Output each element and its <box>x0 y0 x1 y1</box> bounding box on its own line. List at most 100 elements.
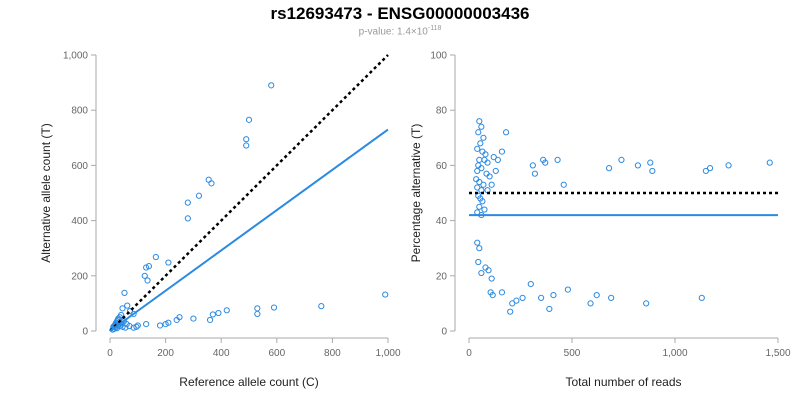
allele-count-plot-point <box>119 305 126 312</box>
percentage-plot-point <box>605 165 613 172</box>
allele-count-plot-point <box>122 324 129 331</box>
percentage-plot-point <box>706 165 714 172</box>
percentage-plot-point <box>474 145 481 152</box>
allele-count-plot-point <box>190 315 197 322</box>
p-value-exponent: -118 <box>427 25 442 32</box>
percentage-plot-x-tick-label: 1,000 <box>662 348 687 359</box>
percentage-plot-point <box>766 159 773 166</box>
percentage-plot-point <box>529 162 536 169</box>
percentage-plot-point <box>490 154 497 161</box>
allele-count-plot-x-tick-label: 800 <box>324 348 341 359</box>
allele-count-plot-y-tick-label: 1,000 <box>63 51 88 62</box>
allele-count-plot-x-axis-title: Reference allele count (C) <box>179 375 318 389</box>
allele-count-plot-point <box>141 272 148 279</box>
percentage-plot-point <box>475 258 482 266</box>
percentage-plot-point <box>480 181 487 188</box>
percentage-plot-point <box>587 300 594 307</box>
allele-count-plot-point <box>208 180 215 187</box>
allele-count-plot-point <box>268 82 275 89</box>
percentage-plot-point <box>507 308 514 315</box>
allele-count-plot-point <box>152 253 159 261</box>
percentage-plot-point <box>477 140 484 147</box>
percentage-plot-point <box>531 170 539 177</box>
percentage-plot-point <box>476 178 483 186</box>
allele-count-plot-point <box>243 142 250 149</box>
allele-count-plot-x-tick-label: 400 <box>213 348 230 359</box>
allele-count-plot-point <box>254 310 261 317</box>
percentage-plot-point <box>479 198 486 205</box>
allele-count-plot-point <box>243 136 250 143</box>
percentage-plot-point <box>475 129 482 136</box>
allele-count-plot-y-tick-label: 600 <box>71 161 88 172</box>
percentage-plot-point <box>643 300 650 307</box>
allele-count-plot-x-tick-label: 600 <box>268 348 285 359</box>
percentage-plot-point <box>618 156 625 163</box>
percentage-plot-point <box>554 156 561 163</box>
percentage-plot-point <box>474 184 481 191</box>
allele-count-plot-y-tick-label: 200 <box>71 271 88 282</box>
p-value-subtitle: p-value: 1.4×10-118 <box>0 25 800 37</box>
allele-count-plot-point <box>130 324 137 331</box>
percentage-plot-point <box>550 292 557 299</box>
percentage-plot-point <box>485 267 492 274</box>
percentage-plot-point <box>476 245 483 252</box>
allele-count-plot-y-tick-label: 400 <box>71 216 88 227</box>
percentage-plot-point <box>542 159 549 166</box>
percentage-plot-point <box>608 294 615 301</box>
percentage-plot-x-axis-title: Total number of reads <box>565 375 681 389</box>
allele-count-plot-x-tick-label: 0 <box>107 348 113 359</box>
percentage-plot-point <box>478 269 485 277</box>
allele-count-plot-y-tick-label: 800 <box>71 106 88 117</box>
percentage-plot-point <box>509 300 516 307</box>
percentage-plot-point <box>481 206 488 213</box>
allele-count-plot-point <box>133 323 140 330</box>
percentage-plot-point <box>476 203 483 210</box>
percentage-plot-point <box>593 292 600 299</box>
percentage-plot-point <box>486 173 493 180</box>
percentage-plot-point <box>527 280 534 288</box>
percentage-plot-point <box>560 181 567 188</box>
percentage-plot-point <box>498 289 506 296</box>
allele-count-plot-point <box>215 309 222 317</box>
allele-count-plot-y-tick-label: 0 <box>82 327 88 338</box>
allele-count-plot-y-axis-title: Alternative allele count (T) <box>39 123 53 262</box>
percentage-plot-point <box>498 148 506 155</box>
percentage-plot-point <box>478 165 485 172</box>
percentage-plot-x-tick-label: 500 <box>564 348 581 359</box>
allele-count-plot-point <box>124 302 131 309</box>
allele-count-plot-point <box>184 199 191 206</box>
percentage-plot-point <box>634 162 642 169</box>
p-value-text: p-value: 1.4×10 <box>358 26 428 38</box>
percentage-plot-point <box>725 162 732 169</box>
percentage-plot-point <box>476 156 483 163</box>
percentage-plot-point <box>519 294 526 301</box>
percentage-plot-point <box>649 167 656 175</box>
percentage-plot-point <box>502 129 510 136</box>
percentage-plot-point <box>538 294 545 301</box>
percentage-plot-point <box>476 118 483 125</box>
percentage-plot-point <box>488 181 495 188</box>
percentage-plot-point <box>494 156 501 163</box>
percentage-plot-point <box>647 159 654 166</box>
percentage-plot-point <box>702 167 710 175</box>
percentage-plot-point <box>564 286 571 293</box>
percentage-plot-y-tick-label: 40 <box>436 216 448 227</box>
percentage-plot-point <box>492 167 499 175</box>
percentage-plot-y-tick-label: 80 <box>436 106 448 117</box>
allele-count-plot-reference-line <box>109 54 389 332</box>
allele-count-plot-point <box>195 192 203 199</box>
allele-count-plot-point <box>144 277 151 284</box>
allele-count-plot-point <box>173 316 180 324</box>
allele-count-plot-point <box>143 321 150 328</box>
allele-count-plot-point <box>165 259 172 266</box>
percentage-plot-point <box>480 134 487 141</box>
allele-count-plot-point <box>130 310 137 317</box>
percentage-plot-point <box>474 167 481 175</box>
percentage-plot-point <box>488 275 495 282</box>
percentage-plot-point <box>546 305 553 313</box>
allele-count-plot-point <box>184 215 191 222</box>
percentage-plot-point <box>698 294 705 301</box>
percentage-plot-y-tick-label: 20 <box>436 271 448 282</box>
percentage-plot-y-axis-title: Percentage alternative (T) <box>409 124 423 263</box>
